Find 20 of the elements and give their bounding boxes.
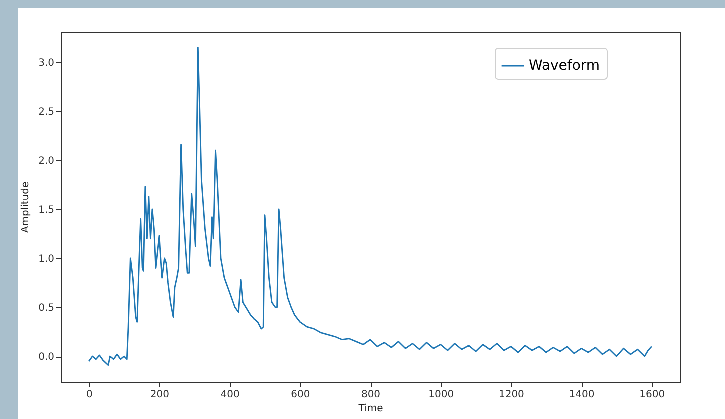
y-tick-label: 0.0 — [38, 352, 54, 364]
x-tick-label: 0 — [86, 390, 93, 400]
y-tick-label: 1.0 — [38, 254, 54, 265]
y-axis-title: Amplitude — [20, 182, 32, 234]
y-tick-label: 0.5 — [38, 302, 54, 314]
x-tick-label: 1200 — [498, 390, 524, 400]
y-tick-label: 2.0 — [38, 156, 54, 167]
x-tick-label: 800 — [361, 390, 381, 400]
x-tick-label: 200 — [150, 390, 170, 400]
x-tick-label: 1000 — [428, 390, 454, 400]
y-tick-label: 1.5 — [38, 204, 54, 216]
y-tick-label: 2.5 — [38, 106, 54, 118]
x-axis-title: Time — [358, 404, 384, 414]
x-tick-label: 600 — [291, 390, 310, 400]
y-tick-label: 3.0 — [38, 58, 54, 69]
x-tick-label: 400 — [220, 390, 240, 400]
line-series — [88, 46, 653, 366]
x-tick-label: 1600 — [640, 390, 666, 400]
legend-label: Waveform — [529, 58, 600, 74]
x-tick-label: 1400 — [569, 390, 595, 400]
